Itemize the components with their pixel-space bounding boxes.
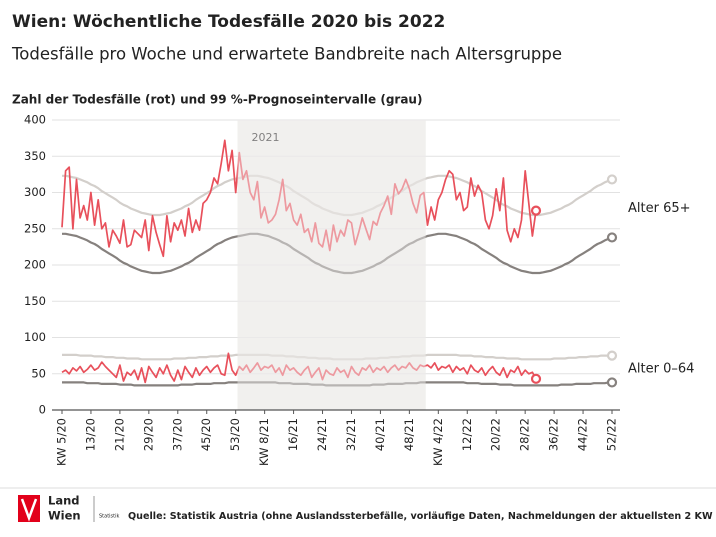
end-marker <box>606 174 618 185</box>
logo-text: Land <box>48 494 80 508</box>
x-tick-label: 29/20 <box>141 418 155 451</box>
logo-subtext: Statistik <box>99 514 120 520</box>
highlight-label: 2021 <box>251 131 279 144</box>
x-tick-label: KW 5/20 <box>55 418 69 466</box>
x-tick-label: 24/21 <box>315 418 329 451</box>
x-tick-label: KW 4/22 <box>431 418 445 466</box>
series-label: Alter 0–64 <box>628 362 694 377</box>
y-tick-label: 350 <box>24 149 46 163</box>
y-tick-label: 300 <box>24 185 46 199</box>
highlight-fade <box>237 120 426 409</box>
line-values <box>61 352 537 384</box>
y-axis-title: Zahl der Todesfälle (rot) und 99 %-Progn… <box>12 93 422 107</box>
series-label: Alter 65+ <box>628 201 691 216</box>
line-lower <box>62 381 612 387</box>
y-tick-label: 0 <box>39 403 46 417</box>
y-tick-label: 150 <box>24 294 46 308</box>
y-tick-label: 100 <box>24 330 46 344</box>
x-tick-label: 32/21 <box>344 418 358 451</box>
x-tick-label: 45/20 <box>199 418 213 451</box>
x-tick-label: 40/21 <box>373 418 387 451</box>
y-tick-label: 200 <box>24 258 46 272</box>
y-tick-label: 400 <box>24 113 46 127</box>
line-upper <box>62 174 613 217</box>
end-marker <box>606 350 618 361</box>
x-tick-label: 52/22 <box>605 418 619 451</box>
source-note: Quelle: Statistik Austria (ohne Auslands… <box>128 511 716 522</box>
x-tick-label: KW 8/21 <box>257 418 271 466</box>
x-tick-label: 44/22 <box>576 418 590 451</box>
line-upper <box>62 353 612 361</box>
x-tick-label: 36/22 <box>547 418 561 451</box>
logo-shape <box>20 498 38 522</box>
x-tick-label: 16/21 <box>286 418 300 451</box>
end-marker <box>606 377 618 388</box>
line-lower <box>62 232 613 275</box>
end-marker <box>530 205 542 216</box>
x-tick-label: 28/22 <box>518 418 532 451</box>
x-tick-label: 48/21 <box>402 418 416 451</box>
logo-text: Wien <box>48 509 81 523</box>
chart-subtitle: Todesfälle pro Woche und erwartete Bandb… <box>11 45 562 64</box>
y-tick-label: 50 <box>31 366 46 380</box>
chart-title: Wien: Wöchentliche Todesfälle 2020 bis 2… <box>12 12 445 32</box>
x-tick-label: 37/20 <box>170 418 184 451</box>
x-tick-label: 13/20 <box>83 418 97 451</box>
x-tick-label: 53/20 <box>228 418 242 451</box>
x-tick-label: 20/22 <box>489 418 503 451</box>
line-values <box>61 139 537 258</box>
end-marker <box>530 373 542 384</box>
x-tick-label: 12/22 <box>460 418 474 451</box>
plot: 2021 0 50 100 150 200 250 300 350 400 KW 5/20 13/20… <box>24 113 694 466</box>
end-marker <box>606 232 618 243</box>
x-tick-label: 21/20 <box>112 418 126 451</box>
y-tick-label: 250 <box>24 221 46 235</box>
